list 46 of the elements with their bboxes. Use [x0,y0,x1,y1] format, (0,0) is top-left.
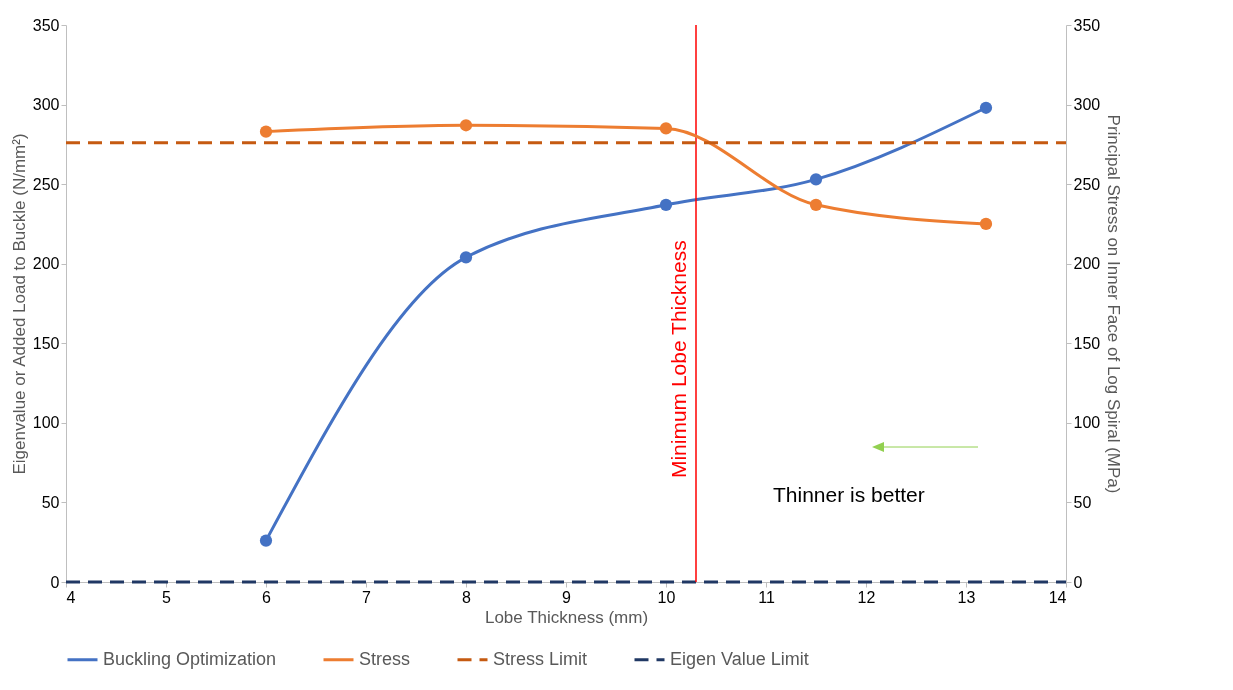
point [459,251,473,264]
y-tick-label: 250 [32,175,60,193]
y-axis-title: Eigenvalue or Added Load to Buckle (N/mm²) [9,133,29,475]
x-tick-label: 9 [562,588,572,606]
y2-axis-title: Principal Stress on Inner Face of Log Spiral (MPa) [1104,114,1124,494]
y2-tick-label: 250 [1073,175,1101,193]
point [259,125,273,138]
point [979,101,993,114]
x-tick-label: 12 [857,588,876,606]
y-tick-label: 350 [32,16,60,34]
y-tick-label: 300 [32,96,60,114]
point [979,217,993,231]
y2-tick-label: 350 [1073,16,1101,34]
annotation: Thinner is better [773,483,925,507]
x-tick-label: 6 [262,588,272,606]
y-tick-label: 100 [32,414,60,432]
point [659,122,673,135]
point [809,198,823,211]
y-tick-label: 150 [32,334,60,352]
legend-label: Stress [359,648,411,669]
y2-tick-label: 300 [1073,96,1101,114]
point [459,119,473,132]
y2-tick-label: 50 [1073,493,1092,511]
legend-label: Eigen Value Limit [670,648,809,669]
x-tick-label: 11 [758,588,775,606]
legend-label: Buckling Optimization [103,648,277,669]
y-tick-label: 50 [41,493,60,511]
y2-tick-label: 150 [1073,334,1101,352]
y-tick-label: 0 [50,573,60,591]
x-tick-label: 8 [462,588,472,606]
y-tick-label: 200 [32,255,60,273]
x-tick-label: 13 [957,588,976,606]
legend-label: Stress Limit [493,648,588,669]
x-tick-label: 7 [362,588,372,606]
point [259,534,273,547]
point [809,173,823,186]
y2-tick-label: 100 [1073,414,1101,432]
x-axis-title: Lobe Thickness (mm) [484,607,649,627]
x-tick-label: 4 [66,588,76,606]
x-tick-label: 5 [162,588,172,606]
y2-tick-label: 0 [1073,573,1083,591]
point [659,198,673,211]
x-tick-label: 14 [1048,588,1067,606]
y2-tick-label: 200 [1073,255,1101,273]
x-tick-label: 10 [657,588,676,606]
ref-line-label: Minimum Lobe Thickness [667,240,690,479]
